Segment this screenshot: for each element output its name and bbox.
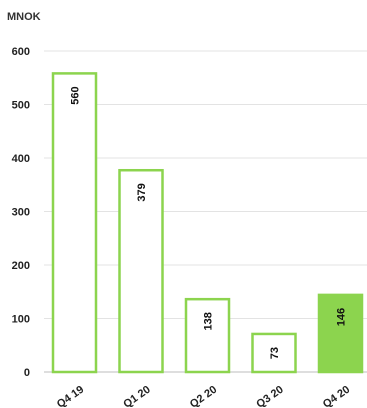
y-tick-label: 300 <box>12 207 30 219</box>
x-category-label: Q3 20 <box>254 384 285 408</box>
y-tick-label: 400 <box>12 153 30 165</box>
data-labels: 560 379 138 73 146 <box>70 86 348 359</box>
data-label: 379 <box>136 183 148 201</box>
y-tick-label: 500 <box>12 100 30 112</box>
x-category-label: Q4 19 <box>55 384 86 408</box>
x-axis-category-labels: Q4 19 Q1 20 Q2 20 Q3 20 Q4 20 <box>55 384 352 408</box>
data-label: 73 <box>269 347 281 359</box>
x-category-label: Q2 20 <box>188 384 219 408</box>
y-tick-label: 0 <box>24 367 30 379</box>
data-label: 138 <box>203 312 215 330</box>
y-tick-label: 100 <box>12 314 30 326</box>
y-axis-tick-labels: 0 100 200 300 400 500 600 <box>12 46 30 379</box>
data-label: 146 <box>336 308 348 326</box>
y-axis-unit-label: MNOK <box>7 11 41 23</box>
bar-q4-19 <box>51 72 98 374</box>
bar-q3-20 <box>251 332 297 374</box>
x-category-label: Q4 20 <box>321 384 352 408</box>
data-label: 560 <box>70 86 82 104</box>
x-category-label: Q1 20 <box>121 384 152 408</box>
bars <box>51 72 364 374</box>
gridlines <box>44 50 367 373</box>
bar-q2-20 <box>184 297 231 374</box>
y-tick-label: 200 <box>12 260 30 272</box>
bar-q1-20 <box>118 168 164 374</box>
bar-q4-20 <box>317 293 364 374</box>
y-tick-label: 600 <box>12 46 30 58</box>
